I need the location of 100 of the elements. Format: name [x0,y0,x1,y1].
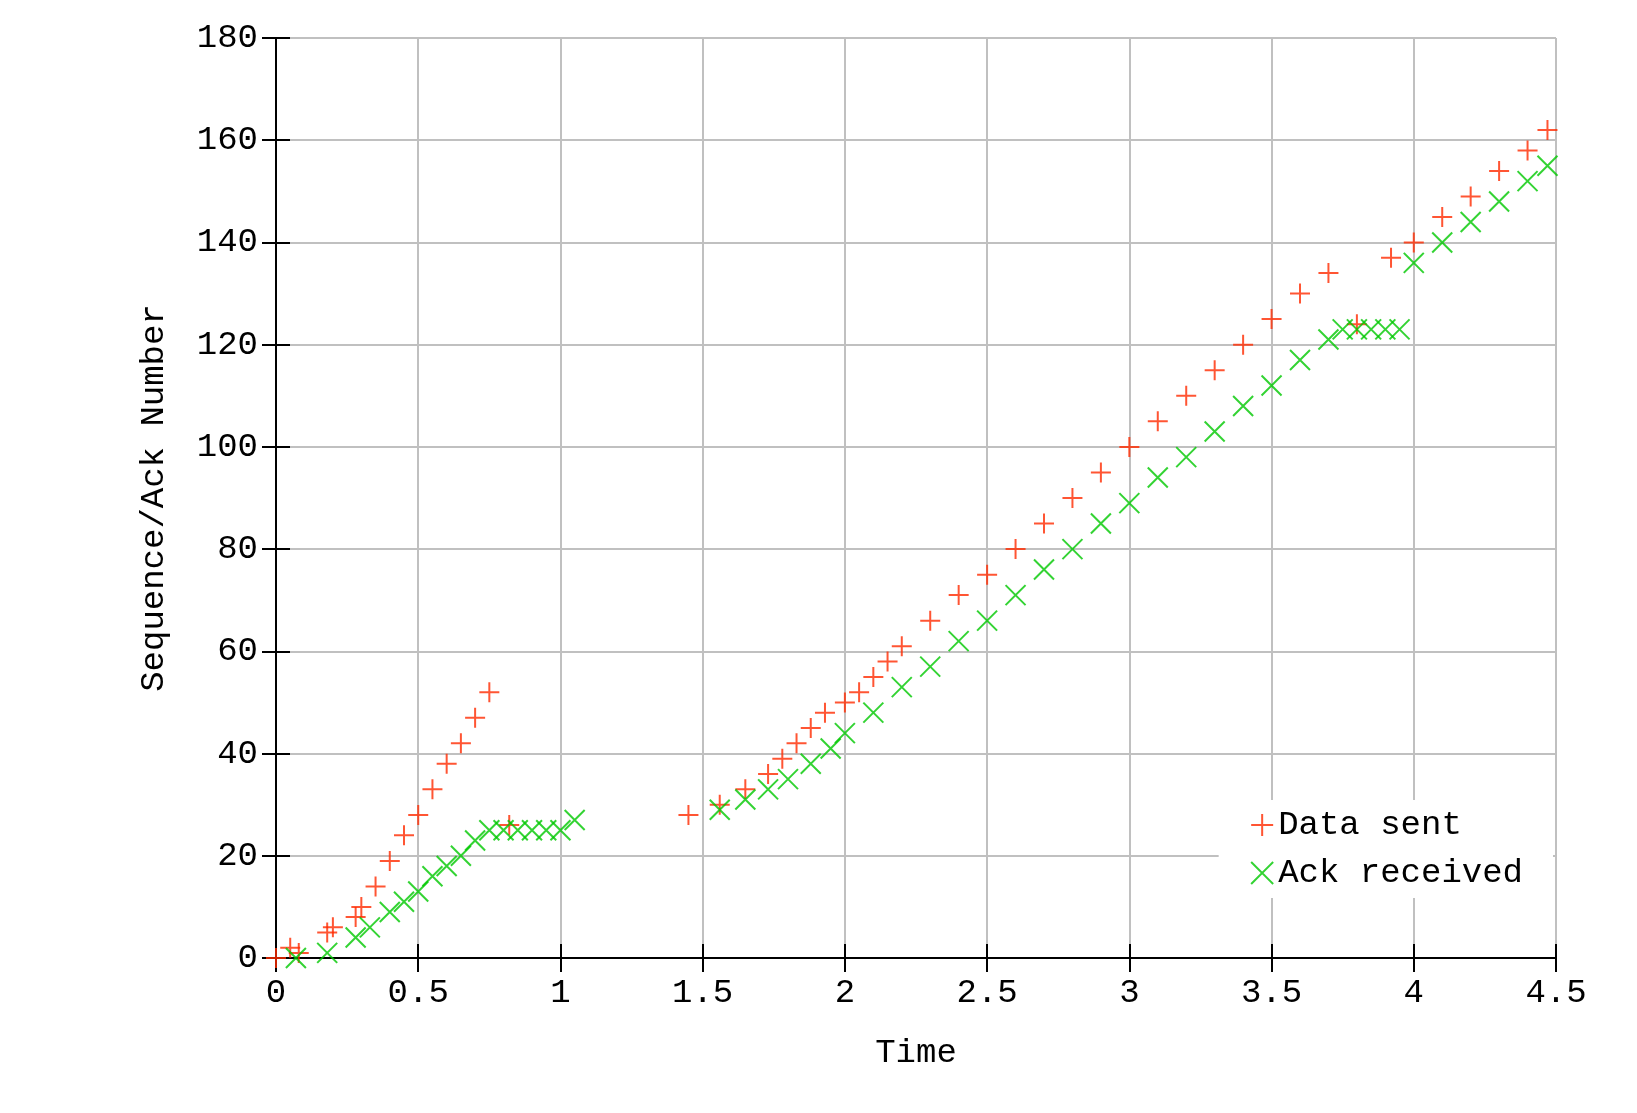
point [316,921,339,944]
point [521,819,543,842]
point [862,701,885,724]
x-tick-label: 1.5 [672,974,734,1012]
x-tick-label: 3.5 [1240,974,1303,1012]
x-tick-label: 3 [1119,974,1140,1012]
point [344,926,367,949]
x-tick-label: 1 [550,974,571,1012]
y-tick-label: 0 [237,939,258,977]
point [393,824,415,847]
point [799,717,822,739]
point [435,752,458,775]
point [1118,492,1141,515]
point [316,941,339,964]
point [498,814,521,837]
point [1004,584,1027,607]
point [976,563,999,586]
point [1516,139,1539,162]
x-tick-label: 4.5 [1525,974,1587,1012]
y-axis-title: Sequence/Ack Number [135,304,173,692]
point [478,819,501,842]
y-tick-label: 40 [217,734,258,773]
point [771,747,794,770]
point [799,752,822,775]
point [1402,231,1425,254]
point [876,650,899,673]
point [1488,190,1511,213]
y-tick-label: 180 [196,19,258,57]
x-tick-label: 0.5 [387,974,449,1012]
point [1004,538,1027,561]
point [919,655,942,678]
point [1317,328,1340,351]
point [1459,185,1482,208]
point [1289,349,1311,371]
point [1345,318,1368,341]
point [1175,446,1198,469]
y-tick-label: 60 [217,632,258,671]
point [449,844,472,867]
point [785,732,808,755]
point [535,819,558,842]
point [976,609,999,632]
point [344,906,367,929]
point [848,681,871,704]
point [947,630,970,653]
point [833,722,856,745]
point [819,737,842,760]
point [1402,251,1425,274]
point [1360,318,1383,341]
point [421,778,444,801]
point [1317,262,1340,285]
point [563,809,586,831]
point [1260,374,1283,397]
point [378,849,401,872]
point [407,803,430,826]
point [1536,119,1559,141]
point [364,875,387,898]
point [813,701,836,724]
point [1089,512,1112,535]
point [1431,205,1454,228]
point [734,778,757,801]
point [677,803,700,826]
point [1380,246,1403,269]
point [1061,487,1084,509]
point [890,676,913,699]
point [708,793,731,816]
point [1232,395,1255,417]
point [478,681,501,704]
point [492,819,515,842]
point [890,635,913,658]
point [1331,318,1354,341]
point [421,865,444,888]
point [1061,538,1084,561]
point [1388,318,1411,341]
point [378,901,401,923]
point [708,798,731,821]
point [1146,466,1169,489]
point [1488,159,1511,182]
y-tick-label: 80 [217,530,258,569]
x-tick-label: 2.5 [956,974,1018,1012]
point [1175,384,1198,407]
point [1146,410,1169,433]
x-tick-label: 2 [834,974,856,1012]
point [1374,318,1397,341]
point [506,819,529,842]
point [1232,333,1255,356]
point [757,778,780,801]
point [1033,512,1055,535]
point [1033,558,1055,581]
point [265,947,287,969]
legend-label: Ack received [1278,854,1523,892]
point [287,941,310,964]
point [350,895,373,918]
point [464,829,487,852]
point [1089,461,1112,484]
x-tick-label: 4 [1403,974,1424,1012]
y-tick-label: 160 [196,121,258,160]
point [734,788,757,811]
point [321,916,344,939]
point [393,890,415,913]
point [1203,420,1226,443]
